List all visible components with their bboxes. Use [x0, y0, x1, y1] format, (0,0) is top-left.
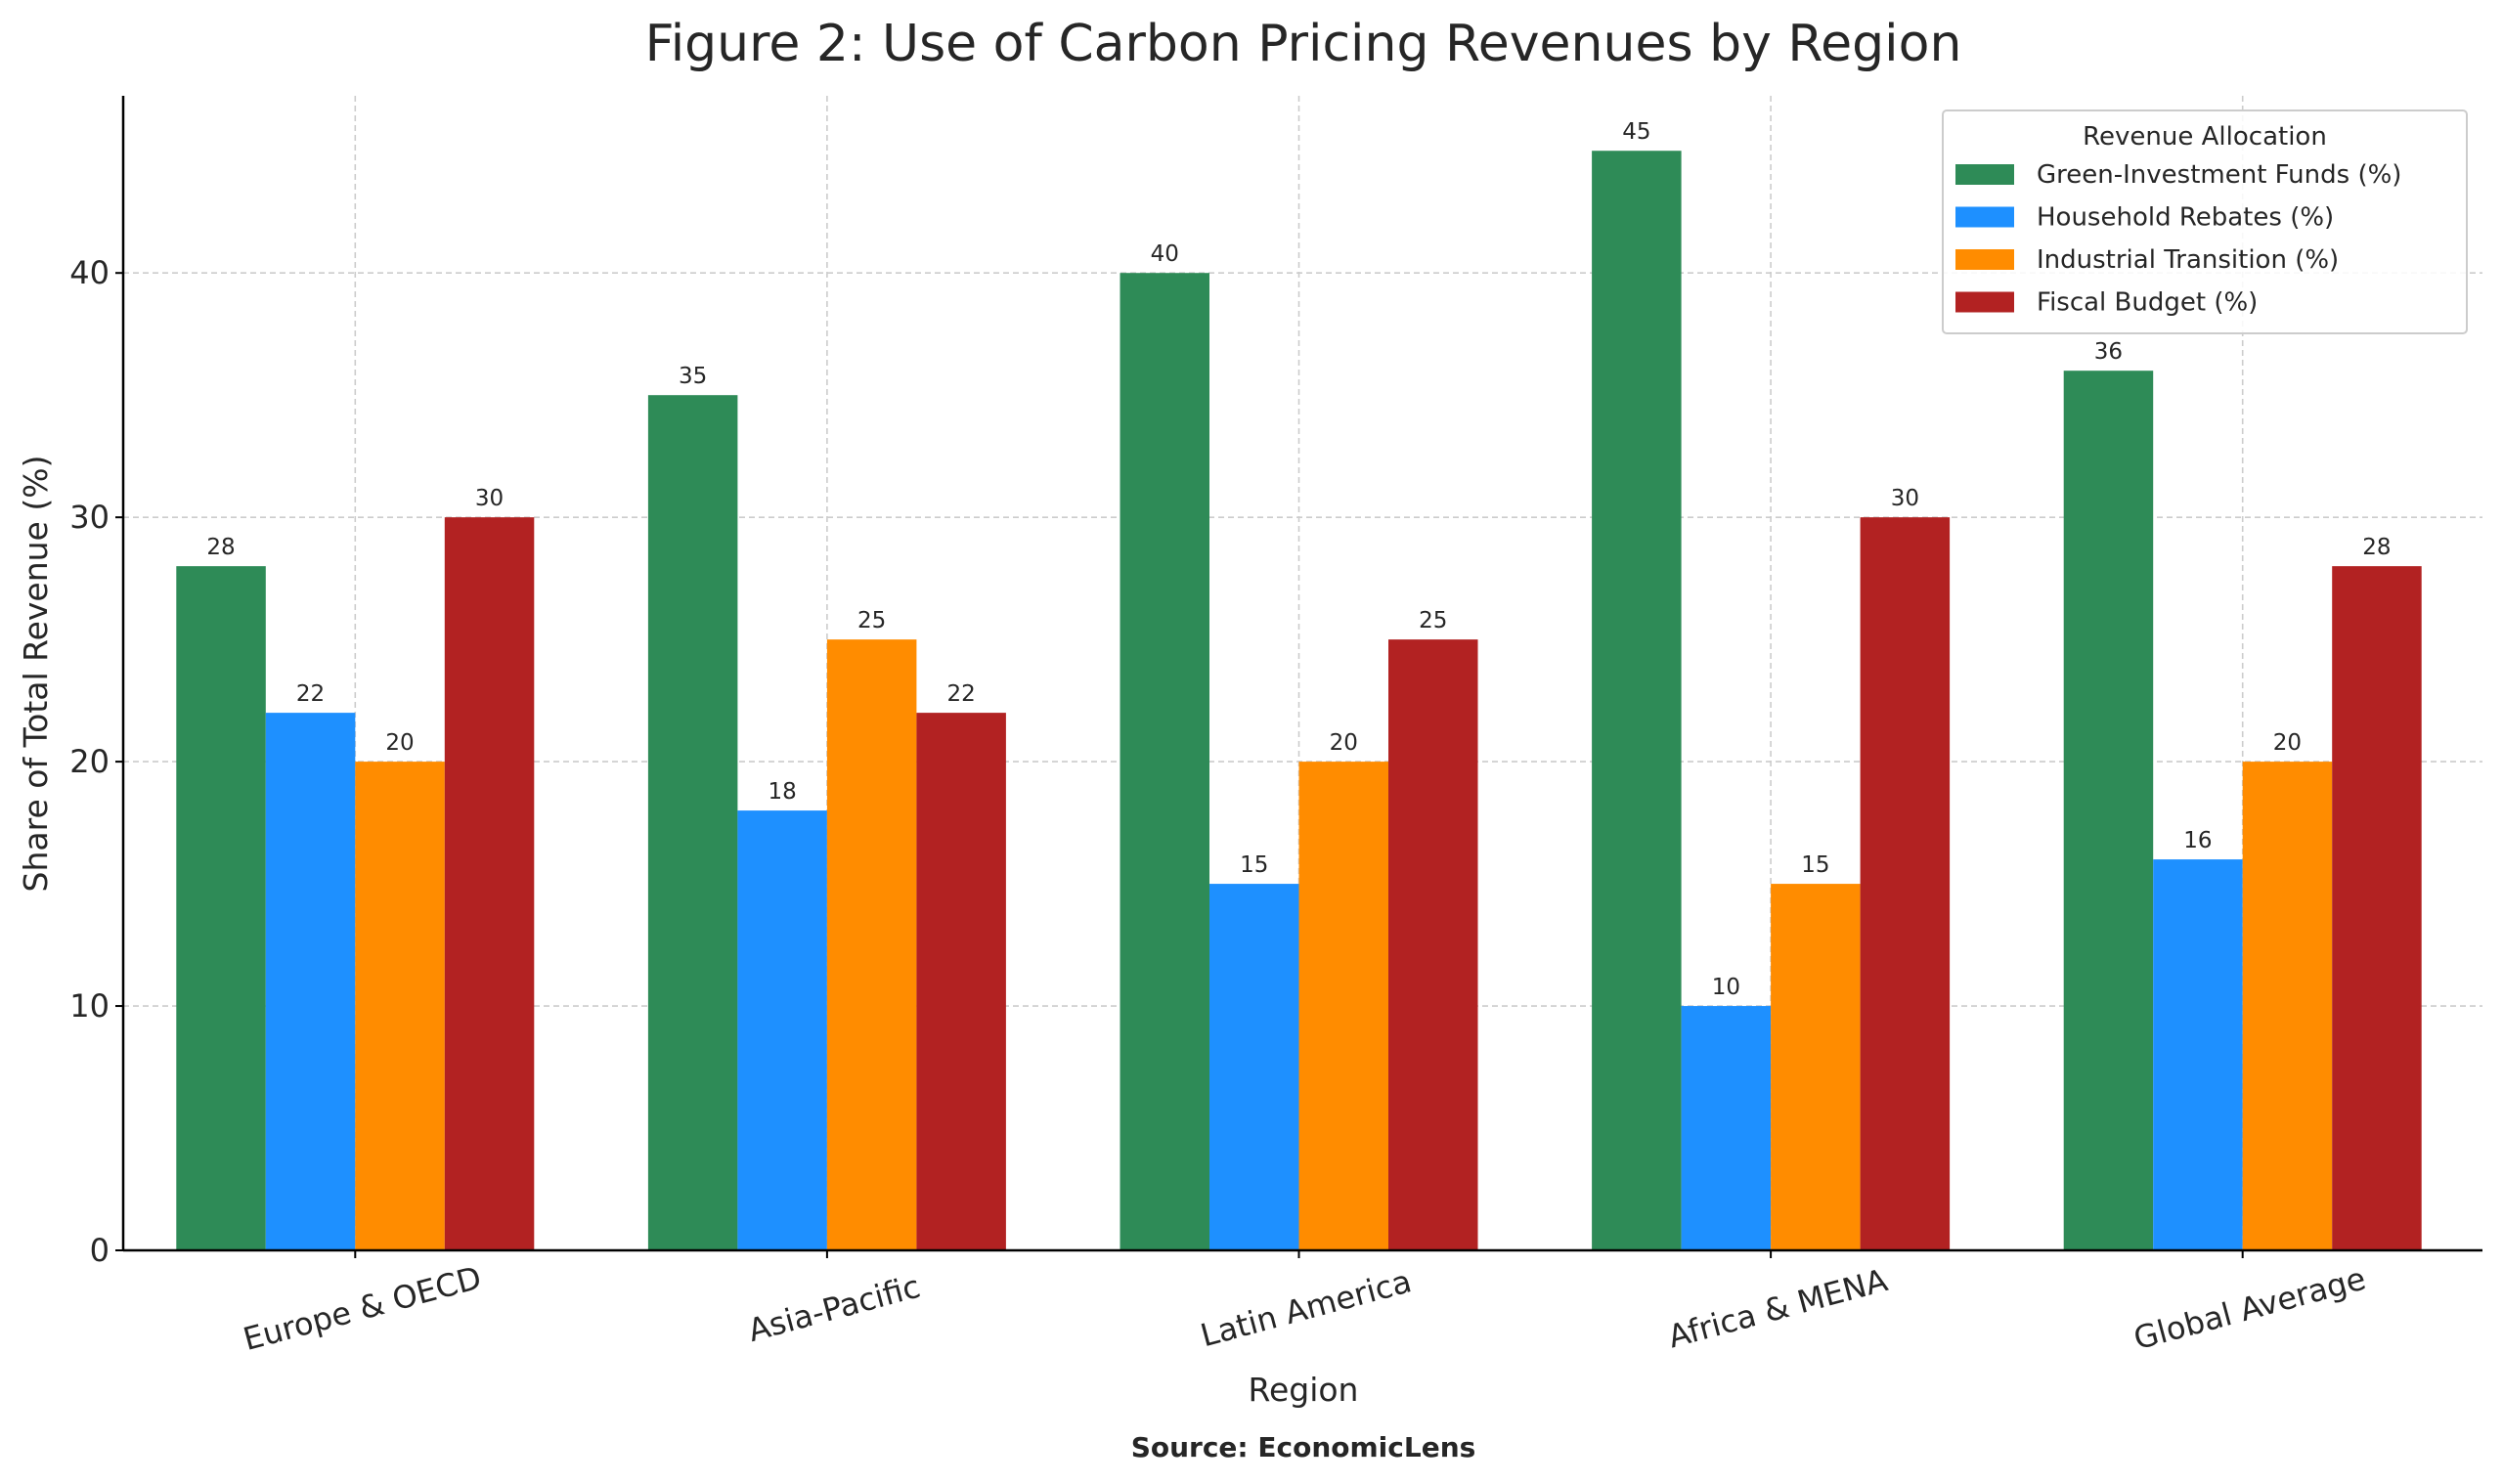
bar-1-1 — [737, 810, 827, 1250]
chart-title: Figure 2: Use of Carbon Pricing Revenues… — [645, 15, 1962, 73]
bar-value-label: 16 — [2183, 828, 2212, 853]
bar-value-label: 22 — [296, 681, 325, 707]
x-tick-label: Asia-Pacific — [744, 1268, 924, 1349]
bar-value-label: 45 — [1622, 119, 1650, 145]
bar-2-4 — [2242, 762, 2333, 1250]
bar-1-3 — [1681, 1006, 1772, 1250]
x-tick-label: Latin America — [1197, 1262, 1416, 1354]
legend-swatch — [1955, 206, 2014, 228]
bar-value-label: 18 — [768, 779, 797, 805]
bar-value-label: 20 — [2273, 730, 2302, 756]
bar-2-3 — [1771, 884, 1861, 1250]
legend-box — [1942, 109, 2468, 334]
bar-2-2 — [1298, 762, 1388, 1250]
bar-3-3 — [1860, 517, 1951, 1250]
bar-value-label: 20 — [1330, 730, 1358, 756]
bar-value-label: 40 — [1151, 241, 1179, 267]
legend-entry: Green-Investment Funds (%) — [2037, 160, 2401, 190]
y-tick-label: 30 — [69, 499, 110, 536]
bar-value-label: 22 — [947, 681, 976, 707]
bar-value-label: 30 — [475, 486, 504, 511]
bar-value-label: 36 — [2094, 339, 2123, 365]
x-tick-label: Africa & MENA — [1664, 1261, 1891, 1355]
legend-entry: Fiscal Budget (%) — [2037, 288, 2258, 318]
legend-entry: Household Rebates (%) — [2037, 203, 2334, 233]
bar-3-1 — [916, 713, 1006, 1250]
bar-value-label: 30 — [1891, 486, 1919, 511]
bar-3-2 — [1388, 639, 1478, 1250]
bar-1-0 — [265, 713, 356, 1250]
x-axis-label: Region — [1249, 1371, 1359, 1409]
legend-title: Revenue Allocation — [2083, 122, 2327, 152]
bar-0-2 — [1120, 273, 1209, 1250]
bar-value-label: 25 — [1419, 608, 1447, 633]
source-note: Source: EconomicLens — [1131, 1431, 1476, 1463]
legend-swatch — [1955, 164, 2014, 185]
bar-3-0 — [444, 517, 535, 1250]
y-tick-label: 20 — [69, 743, 110, 780]
bar-value-label: 28 — [206, 535, 235, 560]
bar-value-label: 28 — [2362, 535, 2391, 560]
x-tick-label: Global Average — [2130, 1259, 2369, 1357]
bar-2-0 — [355, 762, 445, 1250]
bar-1-2 — [1209, 884, 1299, 1250]
bar-3-4 — [2332, 566, 2422, 1250]
bar-2-1 — [826, 639, 917, 1250]
bar-value-label: 15 — [1801, 852, 1829, 878]
bar-0-1 — [647, 395, 738, 1250]
bar-value-label: 15 — [1240, 852, 1268, 878]
bar-value-label: 20 — [385, 730, 414, 756]
bar-value-label: 35 — [679, 364, 707, 389]
y-tick-label: 0 — [90, 1232, 110, 1269]
bar-0-3 — [1592, 151, 1682, 1251]
y-axis-label: Share of Total Revenue (%) — [17, 456, 55, 893]
x-tick-label: Europe & OECD — [240, 1259, 486, 1358]
bar-value-label: 25 — [857, 608, 886, 633]
bar-1-4 — [2153, 859, 2243, 1250]
legend-swatch — [1955, 291, 2014, 313]
legend: Revenue Allocation Green-Investment Fund… — [1942, 109, 2468, 334]
bar-value-label: 10 — [1712, 975, 1740, 1000]
y-tick-label: 40 — [69, 254, 110, 291]
legend-swatch — [1955, 249, 2014, 270]
legend-entry: Industrial Transition (%) — [2037, 245, 2339, 275]
y-tick-label: 10 — [69, 987, 110, 1025]
bar-0-0 — [176, 566, 266, 1250]
bar-0-4 — [2063, 371, 2154, 1250]
